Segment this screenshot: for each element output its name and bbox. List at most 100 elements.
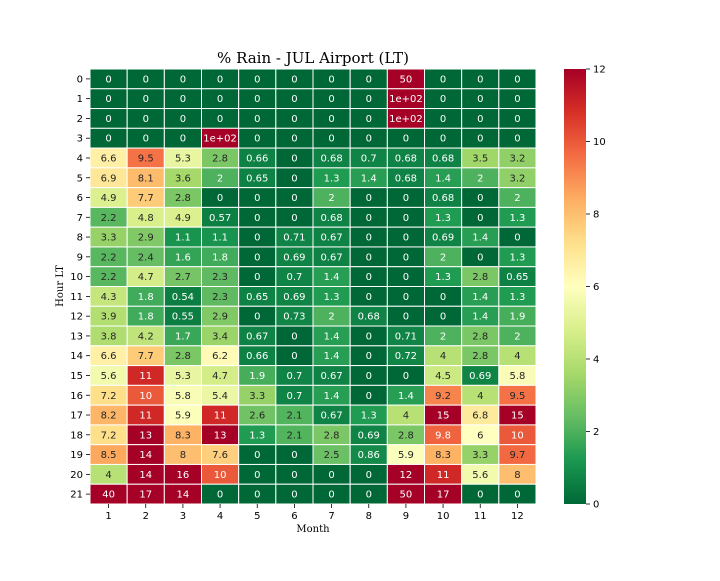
cell-annotation: 15 [437, 411, 450, 422]
cell-annotation: 11 [437, 470, 450, 481]
cell-annotation: 0 [366, 193, 372, 204]
cell-annotation: 0 [254, 193, 260, 204]
y-tick-label: 7 [77, 213, 83, 224]
cell-annotation: 6.6 [101, 153, 117, 164]
x-tick-label: 7 [328, 511, 334, 522]
colorbar-tick-label: 12 [593, 65, 606, 76]
cell-annotation: 0 [366, 252, 372, 263]
cell-annotation: 0 [366, 74, 372, 85]
cell-annotation: 0 [328, 94, 334, 105]
cell-annotation: 8.2 [101, 411, 117, 422]
cell-annotation: 10 [214, 470, 227, 481]
cell-annotation: 4 [403, 411, 409, 422]
cell-annotation: 2 [328, 193, 334, 204]
x-tick-label: 9 [403, 511, 409, 522]
cell-annotation: 5.3 [175, 153, 191, 164]
y-tick-label: 9 [77, 252, 83, 263]
cell-annotation: 1.3 [435, 272, 451, 283]
cell-annotation: 0 [291, 331, 297, 342]
cell-annotation: 0 [291, 114, 297, 125]
cell-annotation: 9.2 [435, 391, 451, 402]
cell-annotation: 0.7 [286, 272, 302, 283]
cell-annotation: 9.8 [435, 430, 451, 441]
cell-annotation: 0 [477, 74, 483, 85]
cell-annotation: 0 [291, 134, 297, 145]
x-tick-label: 8 [366, 511, 372, 522]
cell-annotation: 2.2 [101, 252, 117, 263]
cell-annotation: 2.6 [249, 411, 265, 422]
cell-annotation: 1.8 [138, 292, 154, 303]
cell-annotation: 2.8 [212, 153, 228, 164]
y-tick-label: 12 [70, 312, 83, 323]
cell-annotation: 0 [366, 351, 372, 362]
chart-title: % Rain - JUL Airport (LT) [217, 49, 409, 67]
colorbar-tick-label: 8 [593, 210, 599, 221]
cell-annotation: 9.5 [509, 391, 525, 402]
cell-annotation: 14 [139, 470, 152, 481]
x-tick-label: 5 [254, 511, 260, 522]
cell-annotation: 7.7 [138, 193, 154, 204]
cell-annotation: 0 [328, 490, 334, 501]
cell-annotation: 0 [440, 114, 446, 125]
cell-annotation: 4.9 [101, 193, 117, 204]
cell-annotation: 1.3 [361, 411, 377, 422]
cell-annotation: 8 [180, 450, 186, 461]
cell-annotation: 0 [366, 233, 372, 244]
y-tick-label: 10 [70, 272, 83, 283]
cell-annotation: 3.3 [472, 450, 488, 461]
y-tick-label: 16 [70, 391, 83, 402]
cell-annotation: 0 [403, 292, 409, 303]
cell-annotation: 2.8 [175, 193, 191, 204]
cell-annotation: 2 [328, 312, 334, 323]
cell-annotation: 5.4 [212, 391, 228, 402]
cell-annotation: 3.5 [472, 153, 488, 164]
cell-annotation: 2 [440, 252, 446, 263]
cell-annotation: 6.9 [101, 173, 117, 184]
cell-annotation: 0 [180, 134, 186, 145]
cell-annotation: 0 [291, 351, 297, 362]
cell-annotation: 6 [477, 430, 483, 441]
cell-annotation: 3.2 [509, 173, 525, 184]
cell-annotation: 0 [514, 490, 520, 501]
cell-annotation: 8.5 [101, 450, 117, 461]
x-tick-label: 4 [217, 511, 223, 522]
y-axis-label: Hour LT [55, 265, 66, 307]
cell-annotation: 2.8 [472, 351, 488, 362]
cell-annotation: 4.8 [138, 213, 154, 224]
cell-annotation: 0 [514, 94, 520, 105]
cell-annotation: 13 [214, 430, 227, 441]
cell-annotation: 0.57 [209, 213, 231, 224]
cell-annotation: 0.69 [283, 292, 305, 303]
cell-annotation: 4.3 [101, 292, 117, 303]
x-tick-label: 11 [474, 511, 487, 522]
cell-annotation: 9.7 [509, 450, 525, 461]
cell-annotation: 50 [400, 490, 413, 501]
cell-annotation: 4.7 [138, 272, 154, 283]
cell-annotation: 4 [440, 351, 446, 362]
y-tick-label: 17 [70, 411, 83, 422]
cell-annotation: 5.8 [509, 371, 525, 382]
cell-annotation: 0 [254, 114, 260, 125]
cell-annotation: 4 [514, 351, 520, 362]
cell-annotation: 0 [254, 450, 260, 461]
cell-annotation: 0 [254, 272, 260, 283]
cell-annotation: 0 [105, 114, 111, 125]
cell-annotation: 17 [437, 490, 450, 501]
cell-annotation: 0.73 [283, 312, 305, 323]
cell-annotation: 0 [477, 252, 483, 263]
cell-annotation: 17 [139, 490, 152, 501]
cell-annotation: 0 [477, 213, 483, 224]
cell-annotation: 11 [214, 411, 227, 422]
cell-annotation: 6.2 [212, 351, 228, 362]
cell-annotation: 0 [217, 490, 223, 501]
cell-annotation: 5.6 [472, 470, 488, 481]
cell-annotation: 0 [291, 470, 297, 481]
cell-annotation: 1.4 [324, 331, 340, 342]
cell-annotation: 2.1 [286, 430, 302, 441]
cell-annotation: 0.65 [506, 272, 528, 283]
cell-annotation: 0 [514, 233, 520, 244]
cell-annotation: 0.67 [320, 411, 342, 422]
cell-annotation: 0 [403, 371, 409, 382]
cell-annotation: 0 [254, 74, 260, 85]
cell-annotation: 0 [291, 490, 297, 501]
